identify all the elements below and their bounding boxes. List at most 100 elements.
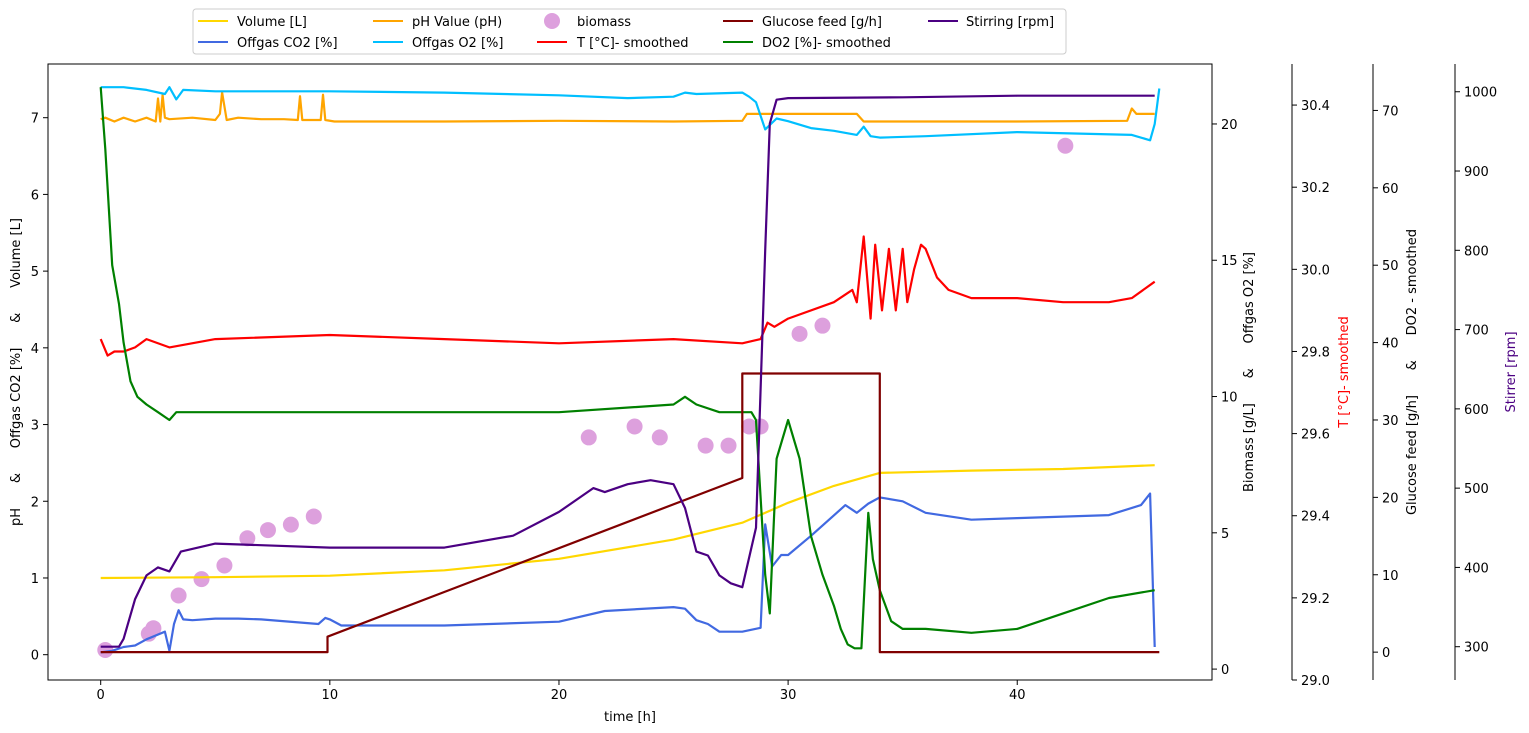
series-layer (97, 86, 1161, 659)
right1-tick-label: 0 (1221, 663, 1229, 678)
left-axis-label: pH & Offgas CO2 [%] & Volume [L] (9, 218, 24, 526)
series-line-offgas-co2 (100, 492, 1156, 654)
right3-tick-label: 20 (1382, 491, 1399, 506)
right3-tick-label: 30 (1382, 414, 1399, 429)
left-label-volume: Volume [L] (9, 218, 24, 288)
biomass-point (651, 429, 668, 446)
left-label-ph: pH (9, 508, 24, 526)
series-line-t-c-smoothed (99, 235, 1156, 357)
right3-tick-label: 60 (1382, 182, 1399, 197)
right1-label-o2: Offgas O2 [%] (1242, 252, 1257, 343)
right3-label-amp: & (1405, 360, 1420, 370)
right4-tick-label: 800 (1464, 244, 1489, 259)
right4-tick-label: 700 (1464, 324, 1489, 339)
legend-entry-glucose-feed: Glucose feed [g/h] (723, 15, 882, 30)
left-tick-label: 1 (31, 572, 39, 587)
svg-text:Glucose feed [g/h] &: Glucose feed [g/h] & DO2 - smoothed (1405, 229, 1420, 515)
right3-tick-label: 10 (1382, 569, 1399, 584)
x-tick-label: 30 (780, 688, 797, 703)
left-tick-label: 0 (31, 649, 39, 664)
biomass-point (626, 418, 643, 435)
right3-axis-label: Glucose feed [g/h] & DO2 - smoothed (1405, 229, 1420, 515)
biomass-point (580, 429, 597, 446)
svg-text:biomass: biomass (577, 15, 631, 30)
svg-text:pH & Offgas CO2 [%]: pH & Offgas CO2 [%] & Volume [L] (9, 218, 24, 526)
right1-axis-label: Biomass [g/L] & Offgas O2 [%] (1242, 252, 1257, 492)
left-label-amp-2: & (9, 313, 24, 323)
biomass-point (259, 522, 276, 539)
right2-tick-label: 30.0 (1301, 263, 1330, 278)
right3-tick-label: 50 (1382, 259, 1399, 274)
biomass-point (170, 587, 187, 604)
svg-text:Stirrer [rpm]: Stirrer [rpm] (1504, 331, 1519, 412)
series-line-offgas-o2 (100, 86, 1161, 142)
left-tick-label: 2 (31, 495, 39, 510)
svg-text:Volume [L]: Volume [L] (237, 15, 307, 30)
left-tick-label: 7 (31, 112, 39, 127)
right2-label-temp: T [°C]- smoothed (1337, 316, 1352, 429)
biomass-point (741, 418, 758, 435)
right4-tick-label: 600 (1464, 403, 1489, 418)
biomass-point (282, 516, 299, 533)
svg-text:T [°C]- smoothed: T [°C]- smoothed (576, 36, 689, 51)
right3-tick-label: 0 (1382, 646, 1390, 661)
right4-tick-label: 400 (1464, 561, 1489, 576)
right4-label-stirrer: Stirrer [rpm] (1504, 331, 1519, 412)
legend-entry-volume: Volume [L] (198, 15, 307, 30)
right1-tick-label: 10 (1221, 391, 1238, 406)
series-line-ph-value-ph (100, 91, 1155, 123)
right1-tick-label: 20 (1221, 118, 1238, 133)
biomass-point (1057, 137, 1074, 154)
right2-tick-label: 30.2 (1301, 181, 1330, 196)
plot-area (48, 64, 1212, 680)
right4-tick-label: 900 (1464, 165, 1489, 180)
right1-label-biomass: Biomass [g/L] (1242, 403, 1257, 492)
left-tick-label: 3 (31, 419, 39, 434)
svg-text:pH Value (pH): pH Value (pH) (412, 15, 502, 30)
legend-entry-biomass: biomass (544, 13, 631, 30)
svg-text:Biomass [g/L] & Offg: Biomass [g/L] & Offgas O2 [%] (1242, 252, 1257, 492)
legend-entry-do2: DO2 [%]- smoothed (723, 36, 891, 51)
biomass-point (216, 557, 233, 574)
right4-axis-label: Stirrer [rpm] (1504, 331, 1519, 412)
biomass-point (145, 620, 162, 637)
right3-tick-label: 40 (1382, 337, 1399, 352)
legend-entry-stirring: Stirring [rpm] (928, 15, 1054, 30)
series-line-stirring-rpm (100, 94, 1155, 648)
x-axis-label: time [h] (604, 710, 656, 725)
series-line-glucose-feed-g-h (100, 372, 1160, 654)
right4-tick-label: 1000 (1464, 86, 1497, 101)
biomass-point (720, 437, 737, 454)
right2-tick-label: 30.4 (1301, 99, 1330, 114)
right3-label-glucose: Glucose feed [g/h] (1405, 395, 1420, 515)
right4-tick-label: 500 (1464, 482, 1489, 497)
legend-frame (192, 8, 1067, 55)
right2-tick-label: 29.2 (1301, 592, 1330, 607)
svg-text:Offgas O2 [%]: Offgas O2 [%] (412, 36, 503, 51)
legend-entry-ph: pH Value (pH) (373, 15, 502, 30)
right2-tick-label: 29.8 (1301, 345, 1330, 360)
x-tick-label: 40 (1009, 688, 1026, 703)
right2-tick-label: 29.6 (1301, 428, 1330, 443)
svg-text:T [°C]- smoothed: T [°C]- smoothed (1337, 316, 1352, 429)
legend-entry-offgas-o2: Offgas O2 [%] (373, 36, 503, 51)
x-tick-label: 20 (551, 688, 568, 703)
right3-tick-label: 70 (1382, 104, 1399, 119)
series-line-do2-smoothed (99, 87, 1155, 650)
left-tick-label: 4 (31, 342, 39, 357)
svg-text:Offgas CO2 [%]: Offgas CO2 [%] (237, 36, 338, 51)
right1-tick-label: 5 (1221, 527, 1229, 542)
left-tick-label: 6 (31, 188, 39, 203)
biomass-point (814, 317, 831, 334)
biomass-point (791, 325, 808, 342)
biomass-point (697, 437, 714, 454)
x-tick-label: 10 (322, 688, 339, 703)
biomass-point (193, 571, 210, 588)
series-line-volume-l (100, 464, 1155, 580)
left-label-co2: Offgas CO2 [%] (9, 348, 24, 449)
right1-label-amp: & (1242, 368, 1257, 378)
legend-entry-offgas-co2: Offgas CO2 [%] (198, 36, 338, 51)
biomass-point (305, 508, 322, 525)
svg-text:Glucose feed [g/h]: Glucose feed [g/h] (762, 15, 882, 30)
